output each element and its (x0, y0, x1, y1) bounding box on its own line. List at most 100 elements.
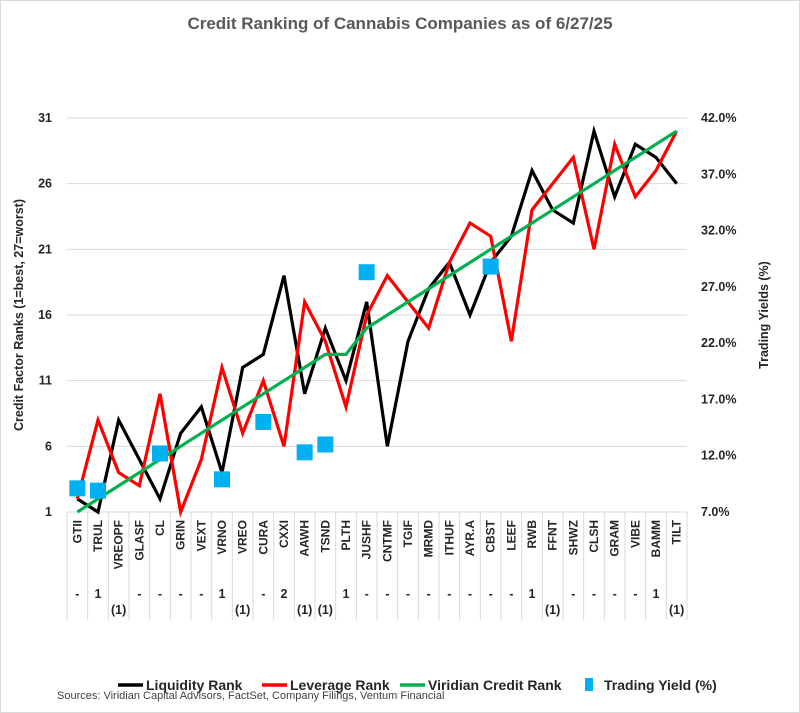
category-label: VREOPF (112, 520, 126, 569)
rank-change-label: - (633, 587, 637, 601)
category-label: AYR.A (463, 520, 477, 557)
y2-tick-label: 22.0% (701, 336, 736, 350)
rank-change-label: (1) (545, 603, 560, 617)
rank-change-label: - (571, 587, 575, 601)
series-line-viridian-credit-rank (76, 129, 678, 514)
category-label: TRUL (91, 520, 105, 552)
legend-swatch-yield (585, 678, 593, 691)
rank-change-label: - (179, 587, 183, 601)
category-label: TGIF (401, 520, 415, 547)
yield-point (69, 480, 86, 497)
rank-change-label: - (613, 587, 617, 601)
y-tick-label: 6 (45, 439, 52, 453)
category-table: GTII - TRUL 1 VREOPF (1) GLASF - CL - GRIN - VEXT - VR… (66, 511, 688, 620)
rank-change-label: 1 (343, 587, 350, 601)
y-tick-label: 21 (38, 242, 52, 256)
legend-item-leverage: Leverage Rank (262, 677, 390, 693)
rank-change-label: - (468, 587, 472, 601)
source-note: Sources: Viridian Capital Advisors, Fact… (57, 690, 444, 702)
y-tick-label: 16 (38, 308, 52, 322)
category-label: CURA (256, 520, 270, 555)
legend-label-liquidity: Liquidity Rank (146, 677, 243, 693)
category-label: CLSH (587, 520, 601, 553)
rank-change-label: - (137, 587, 141, 601)
rank-change-label: (1) (297, 603, 312, 617)
y-tick-label: 31 (38, 111, 52, 125)
y2-axis-label: Trading Yields (%) (757, 261, 771, 369)
category-label: RWB (525, 520, 539, 549)
rank-change-label: 1 (653, 587, 660, 601)
y2-tick-label: 27.0% (701, 280, 736, 294)
yield-points (69, 258, 499, 499)
category-label: GLASF (132, 520, 146, 561)
category-label: VEXT (194, 519, 208, 551)
category-label: LEEF (504, 520, 518, 551)
rank-change-label: - (489, 587, 493, 601)
category-label: JUSHF (360, 520, 374, 559)
category-label: TILT (670, 519, 684, 544)
yield-point (214, 471, 230, 488)
rank-change-label: - (365, 587, 369, 601)
yield-point (152, 445, 168, 462)
category-label: CXXI (277, 520, 291, 548)
rank-change-label: - (261, 587, 265, 601)
rank-change-label: (1) (669, 603, 684, 617)
legend-label-yield: Trading Yield (%) (604, 677, 717, 693)
category-label: BAMM (649, 520, 663, 557)
legend-item-liquidity: Liquidity Rank (118, 677, 243, 693)
rank-change-label: 1 (529, 587, 536, 601)
y-tick-label: 1 (45, 505, 52, 519)
y-axis-ticks: 31 26 21 16 11 6 1 (38, 111, 52, 519)
rank-change-label: 1 (219, 587, 226, 601)
y2-tick-label: 37.0% (701, 167, 736, 181)
yield-point (296, 444, 313, 461)
rank-change-label: - (592, 587, 596, 601)
yield-point (90, 482, 106, 499)
legend: Liquidity Rank Leverage Rank Viridian Cr… (118, 677, 717, 693)
category-label: VIBE (628, 520, 642, 548)
category-label: PLTH (339, 520, 353, 550)
y2-tick-label: 12.0% (701, 449, 736, 463)
y2-tick-label: 7.0% (701, 505, 730, 519)
category-label: CNTMF (380, 520, 394, 562)
rank-change-label: - (199, 587, 203, 601)
y2-tick-label: 42.0% (701, 111, 736, 125)
rank-change-label: - (158, 587, 162, 601)
legend-label-viridian: Viridian Credit Rank (428, 677, 562, 693)
y2-tick-label: 32.0% (701, 224, 736, 238)
y-axis-label: Credit Factor Ranks (1=best, 27=worst) (12, 199, 26, 431)
rank-change-label: - (75, 587, 79, 601)
yield-point (358, 264, 375, 281)
category-label: GTII (70, 520, 84, 543)
category-label: AAWH (298, 520, 312, 557)
y2-axis-ticks: 42.0% 37.0% 32.0% 27.0% 22.0% 17.0% 12.0% 7.0% (701, 111, 736, 519)
category-label: SHWZ (566, 520, 580, 555)
series-group (75, 124, 679, 518)
rank-change-label: - (427, 587, 431, 601)
rank-change-label: (1) (111, 603, 126, 617)
category-label: GRAM (608, 520, 622, 557)
legend-item-yield: Trading Yield (%) (585, 677, 717, 693)
chart-title: Credit Ranking of Cannabis Companies as … (187, 14, 612, 33)
series-line-leverage-rank (75, 130, 679, 518)
category-label: VREO (236, 520, 250, 554)
category-label: ITHUF (442, 520, 456, 555)
rank-change-label: 1 (95, 587, 102, 601)
category-label: FFNT (546, 519, 560, 550)
rank-change-label: - (406, 587, 410, 601)
y2-tick-label: 17.0% (701, 392, 736, 406)
category-label: GRIN (174, 520, 188, 550)
y-tick-label: 26 (38, 177, 52, 191)
rank-change-label: - (509, 587, 513, 601)
yield-point (482, 258, 499, 275)
category-label: MRMD (422, 520, 436, 558)
legend-item-viridian: Viridian Credit Rank (400, 677, 562, 693)
rank-change-label: 2 (281, 587, 288, 601)
rank-change-label: - (447, 587, 451, 601)
yield-point (255, 413, 272, 430)
y-tick-label: 11 (39, 374, 52, 388)
rank-change-label: (1) (318, 603, 333, 617)
legend-label-leverage: Leverage Rank (290, 677, 390, 693)
rank-change-label: (1) (235, 603, 250, 617)
